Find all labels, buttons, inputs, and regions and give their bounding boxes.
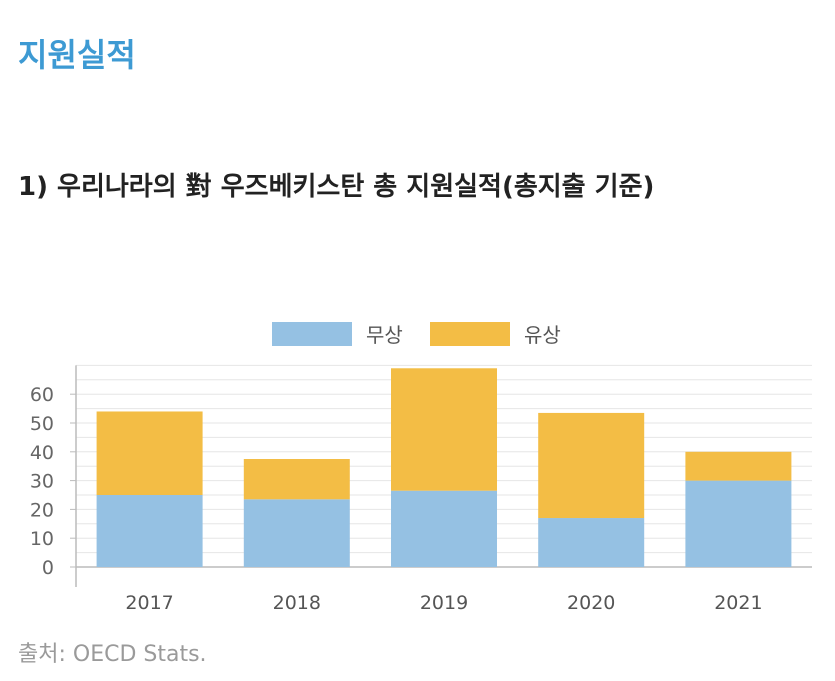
y-tick-label: 0: [42, 557, 54, 579]
y-tick-label: 50: [30, 413, 54, 435]
bar-grant-2021: [685, 480, 792, 567]
y-tick-label: 10: [30, 528, 54, 550]
bar-loan-2018: [243, 459, 350, 500]
stacked-bar-chart: 무상 유상 0 10 20 30 40 50 60 2017 2018 2019 2020 2021: [30, 322, 812, 614]
bar-grant-2020: [538, 518, 645, 567]
y-tick-label: 60: [30, 384, 54, 406]
x-tick-label: 2021: [714, 592, 762, 614]
x-tick-label: 2019: [420, 592, 468, 614]
y-tick-label: 30: [30, 471, 54, 493]
bar-loan-2017: [96, 411, 203, 495]
bar-grant-2019: [391, 490, 497, 567]
bar-loan-2021: [685, 451, 792, 481]
bar-loan-2019: [391, 368, 497, 491]
legend-swatch-0: [272, 322, 352, 346]
y-tick-label: 40: [30, 442, 54, 464]
y-tick-label: 20: [30, 499, 54, 521]
x-tick-label: 2017: [125, 592, 173, 614]
bar-grant-2017: [96, 495, 203, 567]
page-title: 지원실적: [18, 36, 136, 74]
legend-label-1: 유상: [524, 323, 561, 347]
legend-label-0: 무상: [366, 323, 403, 347]
x-tick-label: 2018: [273, 592, 321, 614]
source-note: 출처: OECD Stats.: [18, 642, 207, 667]
chart-heading: 1) 우리나라의 對 우즈베키스탄 총 지원실적(총지출 기준): [18, 172, 655, 202]
bar-loan-2020: [538, 412, 645, 519]
chart-container: 무상 유상 0 10 20 30 40 50 60 2017 2018 2019 2020 2021: [0, 300, 835, 630]
x-tick-label: 2020: [567, 592, 615, 614]
legend-swatch-1: [430, 322, 510, 346]
bar-grant-2018: [243, 499, 350, 567]
